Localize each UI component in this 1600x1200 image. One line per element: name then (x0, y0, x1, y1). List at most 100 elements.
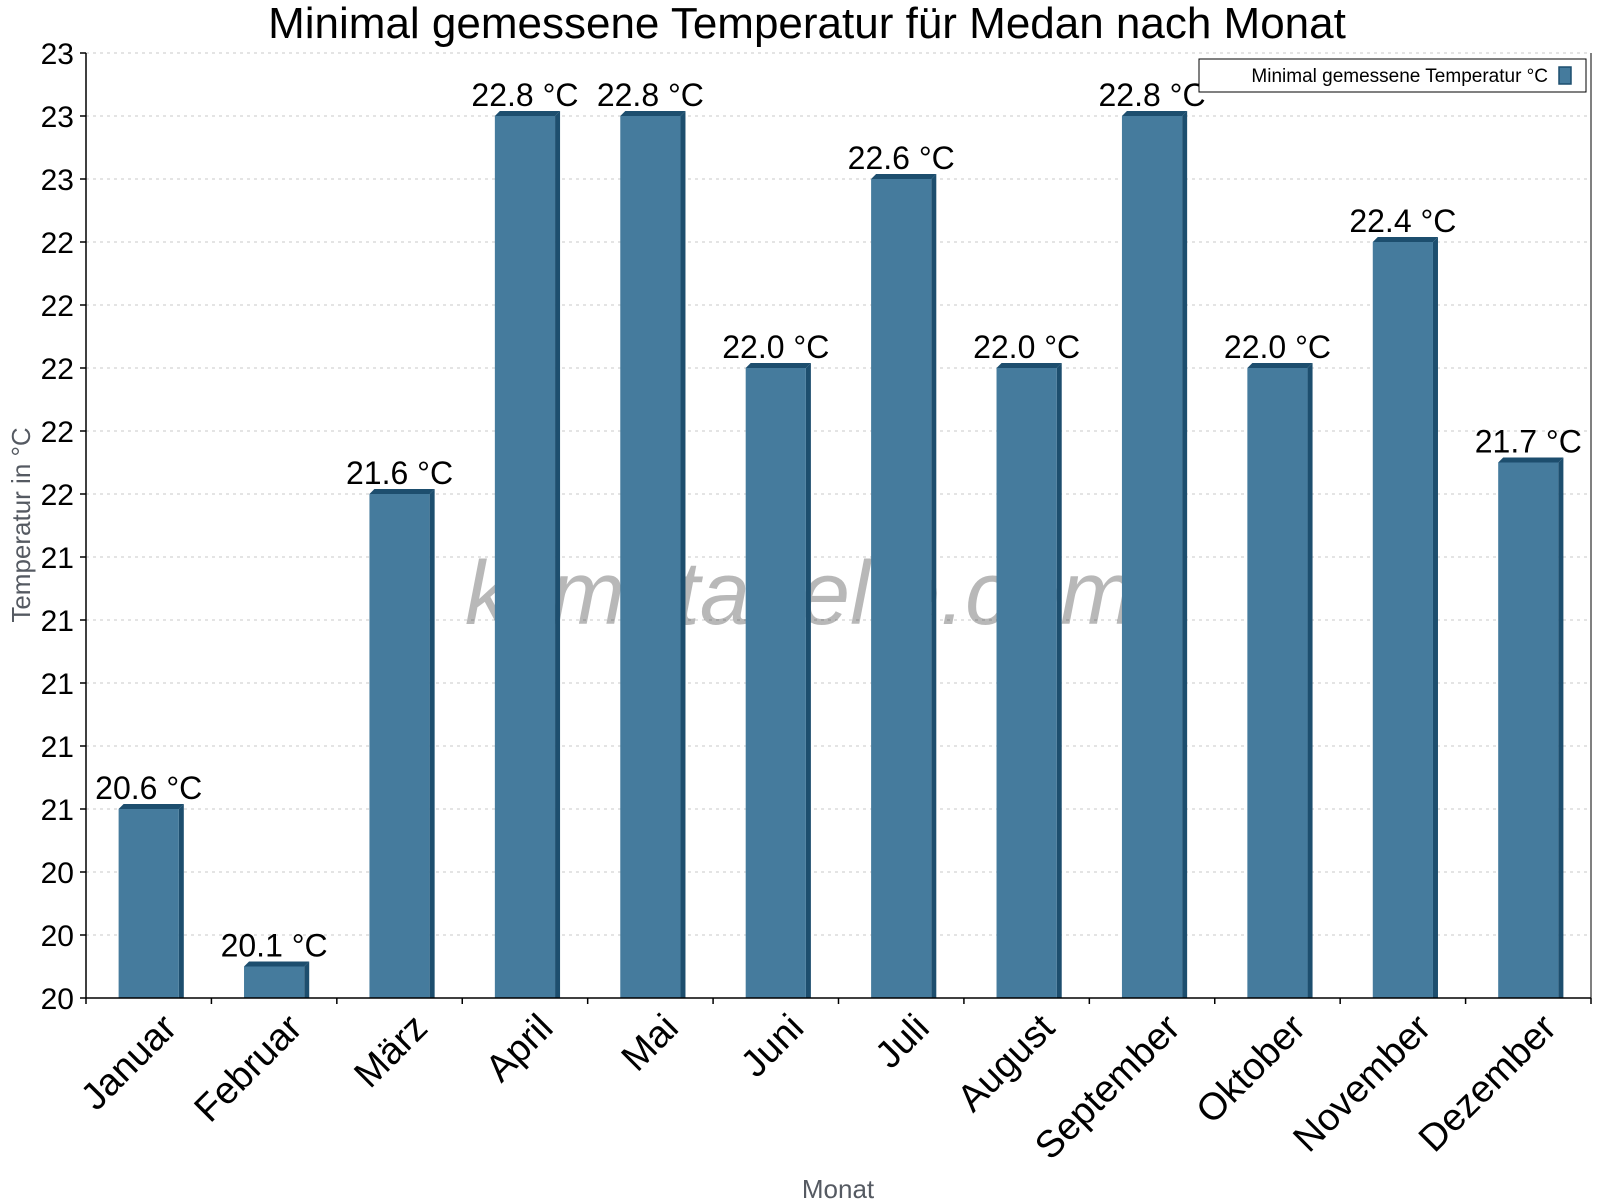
bar (1498, 462, 1559, 998)
legend: Minimal gemessene Temperatur °C (1198, 58, 1587, 93)
bar-side (1056, 363, 1062, 998)
bar (1247, 368, 1308, 998)
bar-side (1558, 457, 1564, 998)
x-tick-label: Oktober (1189, 1006, 1315, 1132)
data-label: 22.6 °C (848, 140, 955, 176)
bar (1372, 242, 1433, 998)
bar-side (555, 111, 561, 998)
bar-top (244, 961, 310, 967)
bar-oktober (1247, 363, 1313, 998)
axes (85, 53, 1592, 999)
y-tick-label: 22 (41, 353, 74, 386)
data-label: 22.0 °C (973, 329, 1080, 365)
bar-top (369, 489, 435, 494)
x-tick-label: Mai (614, 1007, 687, 1080)
bar-september (1121, 111, 1188, 998)
bar-top (871, 174, 937, 179)
x-tick-label: Dezember (1411, 1006, 1565, 1160)
bar (620, 116, 681, 998)
grid-lines (86, 52, 1591, 936)
x-tick-label: August (950, 1006, 1064, 1120)
bar-side (1432, 237, 1438, 998)
bar (118, 809, 179, 998)
y-tick-label: 22 (41, 416, 74, 449)
data-label: 22.4 °C (1349, 203, 1456, 239)
bar (494, 116, 556, 998)
legend-label: Minimal gemessene Temperatur °C (1251, 66, 1548, 87)
bar (745, 368, 806, 998)
y-tick-label: 21 (41, 605, 74, 638)
y-tick-label: 21 (41, 542, 74, 575)
legend-swatch (1558, 66, 1572, 85)
bar-side (429, 489, 435, 998)
y-tick-label: 20 (41, 920, 74, 953)
y-tick-label: 23 (41, 38, 74, 71)
bar-juli (871, 174, 937, 998)
bar-top (494, 111, 561, 116)
x-tick-label: Juli (868, 1007, 938, 1077)
bar-februar (244, 961, 310, 998)
data-label: 20.6 °C (95, 770, 202, 806)
bar-side (178, 804, 184, 998)
bar-top (1247, 363, 1313, 368)
bar-märz (369, 489, 435, 998)
y-tick-label: 22 (41, 479, 74, 512)
x-axis-label: Monat (802, 1174, 875, 1200)
x-tick-label: März (346, 1007, 435, 1096)
bar-side (1307, 363, 1313, 998)
y-tick-label: 21 (41, 794, 74, 827)
bar (1121, 116, 1183, 998)
chart-title: Minimal gemessene Temperatur für Medan n… (268, 0, 1346, 48)
bar-top (996, 363, 1062, 368)
bar-top (1121, 111, 1188, 116)
bar (996, 368, 1057, 998)
x-ticks: Januar Februar März April Mai Juni Juli AugustS… (73, 998, 1592, 1168)
data-label: 22.8 °C (597, 77, 704, 113)
x-tick-label: Januar (73, 1006, 185, 1118)
y-tick-label: 23 (41, 101, 74, 134)
bar-top (620, 111, 686, 116)
bar (369, 494, 430, 998)
y-tick-label: 21 (41, 668, 74, 701)
y-tick-label: 20 (41, 857, 74, 890)
bar-mai (620, 111, 686, 998)
bar-side (1182, 111, 1188, 998)
bar-side (680, 111, 686, 998)
y-tick-label: 20 (41, 983, 74, 1016)
x-tick-label: April (478, 1007, 561, 1090)
bar (244, 966, 305, 998)
bar (871, 179, 932, 998)
bar-top (118, 804, 184, 809)
bar-top (1372, 237, 1438, 242)
y-tick-label: 22 (41, 227, 74, 260)
bar-november (1372, 237, 1438, 998)
data-label: 22.8 °C (1099, 77, 1206, 113)
bar-side (805, 363, 811, 998)
data-label: 22.8 °C (471, 77, 578, 113)
y-axis-label: Temperatur in °C (6, 427, 36, 622)
bar-juni (745, 363, 811, 998)
data-label: 21.6 °C (346, 455, 453, 491)
x-tick-label: Juni (733, 1007, 812, 1086)
bar-januar (118, 804, 184, 998)
y-ticks: 20 20 20 21 21 21 21 21 22 22 22 22 22 23 23 23 (41, 38, 86, 1016)
y-tick-label: 22 (41, 290, 74, 323)
bar-top (1498, 457, 1564, 463)
bar-top (745, 363, 811, 368)
data-label: 22.0 °C (1224, 329, 1331, 365)
data-label: 20.1 °C (221, 928, 328, 964)
data-label: 21.7 °C (1475, 424, 1582, 460)
x-tick-label: Februar (187, 1006, 311, 1130)
y-tick-label: 23 (41, 164, 74, 197)
y-tick-label: 21 (41, 731, 74, 764)
bar-side (931, 174, 937, 998)
data-label: 22.0 °C (722, 329, 829, 365)
legend-box (1198, 58, 1587, 93)
data-labels: 20.6 °C 20.1 °C 21.6 °C 22.8 °C 22.8 °C 22.0 … (95, 77, 1582, 964)
bar-august (996, 363, 1062, 998)
bar-side (304, 961, 310, 998)
bar-dezember (1498, 457, 1564, 998)
bar-april (494, 111, 561, 998)
